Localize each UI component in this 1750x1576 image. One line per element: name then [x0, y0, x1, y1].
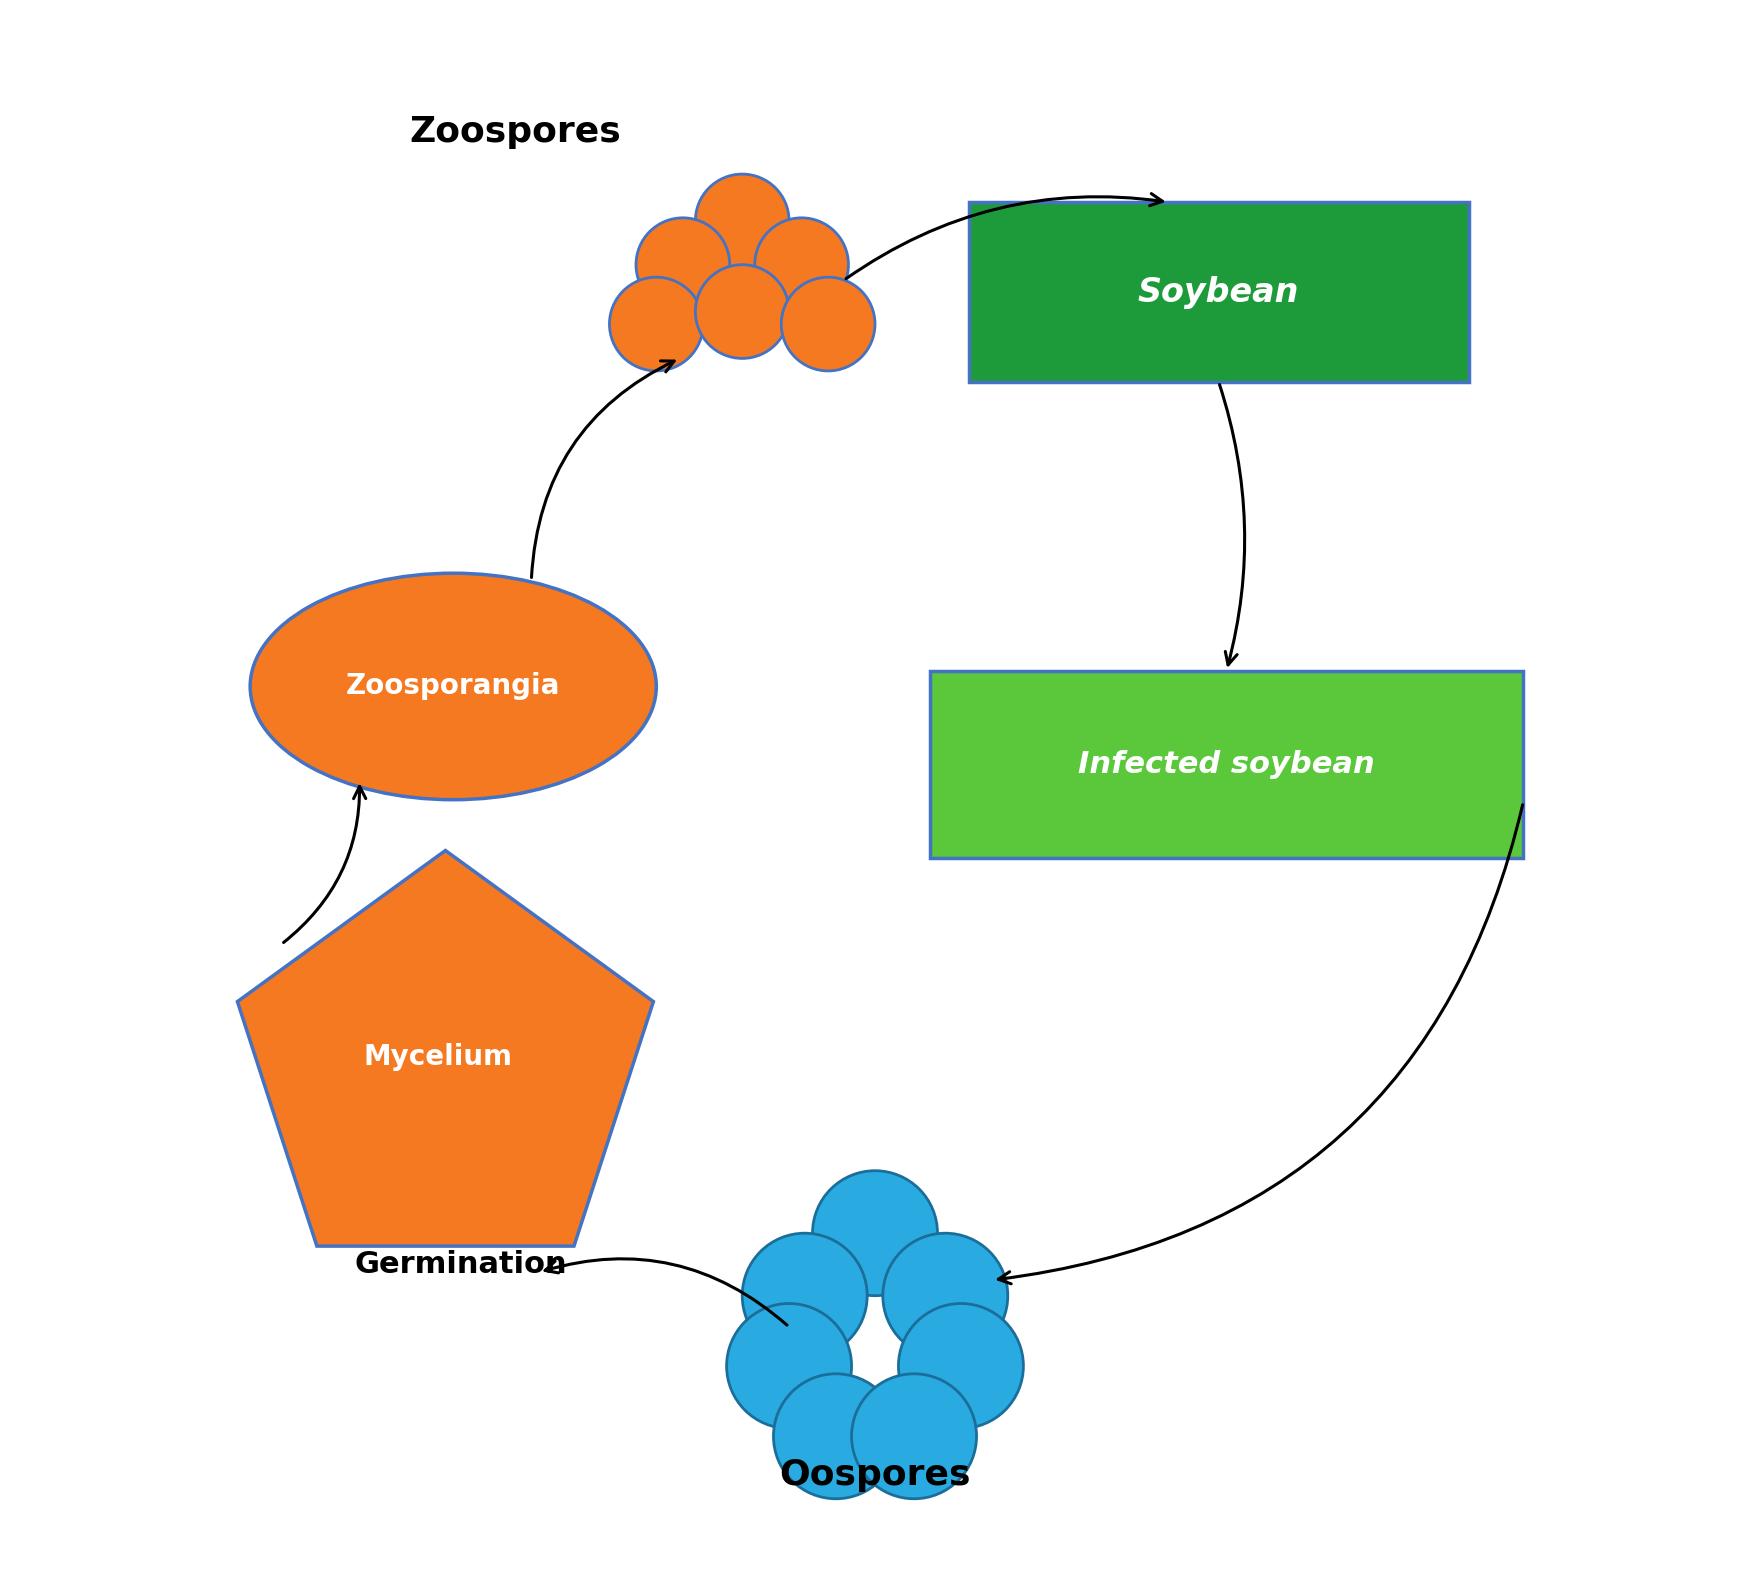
Ellipse shape: [742, 1232, 868, 1359]
Ellipse shape: [754, 217, 849, 312]
Text: Zoosporangia: Zoosporangia: [346, 673, 560, 700]
Polygon shape: [238, 851, 653, 1247]
Ellipse shape: [774, 1374, 898, 1499]
Text: Oospores: Oospores: [779, 1458, 971, 1492]
Ellipse shape: [898, 1303, 1024, 1428]
Ellipse shape: [852, 1374, 977, 1499]
Ellipse shape: [726, 1303, 852, 1428]
Ellipse shape: [780, 277, 875, 370]
FancyBboxPatch shape: [929, 671, 1522, 859]
Ellipse shape: [812, 1171, 938, 1295]
Text: Germination: Germination: [355, 1250, 567, 1280]
Ellipse shape: [882, 1232, 1008, 1359]
Text: Mycelium: Mycelium: [362, 1043, 513, 1070]
Ellipse shape: [250, 574, 656, 799]
Text: Zoospores: Zoospores: [410, 115, 621, 148]
Ellipse shape: [609, 277, 704, 370]
Ellipse shape: [635, 217, 730, 312]
Ellipse shape: [695, 265, 789, 358]
Text: Soybean: Soybean: [1138, 276, 1298, 309]
FancyBboxPatch shape: [970, 202, 1468, 381]
Ellipse shape: [695, 173, 789, 268]
Text: Infected soybean: Infected soybean: [1078, 750, 1376, 779]
